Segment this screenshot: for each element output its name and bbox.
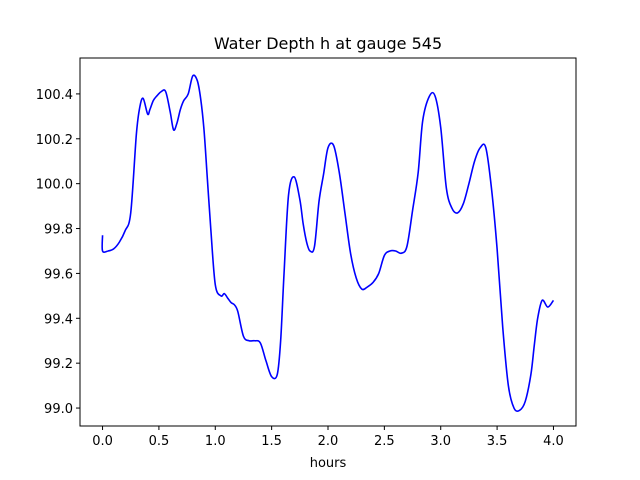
x-tick-label: 2.5 — [374, 434, 395, 449]
x-tick-label: 1.0 — [205, 434, 226, 449]
y-tick-label: 99.2 — [44, 357, 73, 372]
x-axis: 0.0 0.5 1.0 1.5 2.0 2.5 3.0 3.5 4.0 — [92, 426, 564, 449]
y-axis: 99.0 99.2 99.4 99.6 99.8 100.0 100.2 100.4 — [36, 88, 80, 417]
x-tick-label: 0.5 — [149, 434, 170, 449]
y-tick-label: 99.6 — [44, 267, 73, 282]
x-tick-label: 1.5 — [261, 434, 282, 449]
y-tick-label: 100.4 — [36, 88, 73, 103]
y-tick-label: 99.0 — [44, 402, 73, 417]
x-tick-label: 4.0 — [543, 434, 564, 449]
chart-title: Water Depth h at gauge 545 — [214, 34, 442, 53]
series-layer — [101, 74, 555, 412]
x-tick-label: 0.0 — [92, 434, 113, 449]
y-tick-label: 100.0 — [36, 178, 73, 193]
x-axis-label: hours — [310, 456, 347, 471]
y-tick-label: 100.2 — [36, 133, 73, 148]
x-tick-label: 3.0 — [430, 434, 451, 449]
y-tick-label: 99.8 — [44, 223, 73, 238]
series-line — [101, 74, 555, 412]
plot-area-frame — [79, 57, 577, 427]
x-tick-label: 2.0 — [318, 434, 339, 449]
x-tick-label: 3.5 — [487, 434, 508, 449]
y-tick-label: 99.4 — [44, 312, 73, 327]
